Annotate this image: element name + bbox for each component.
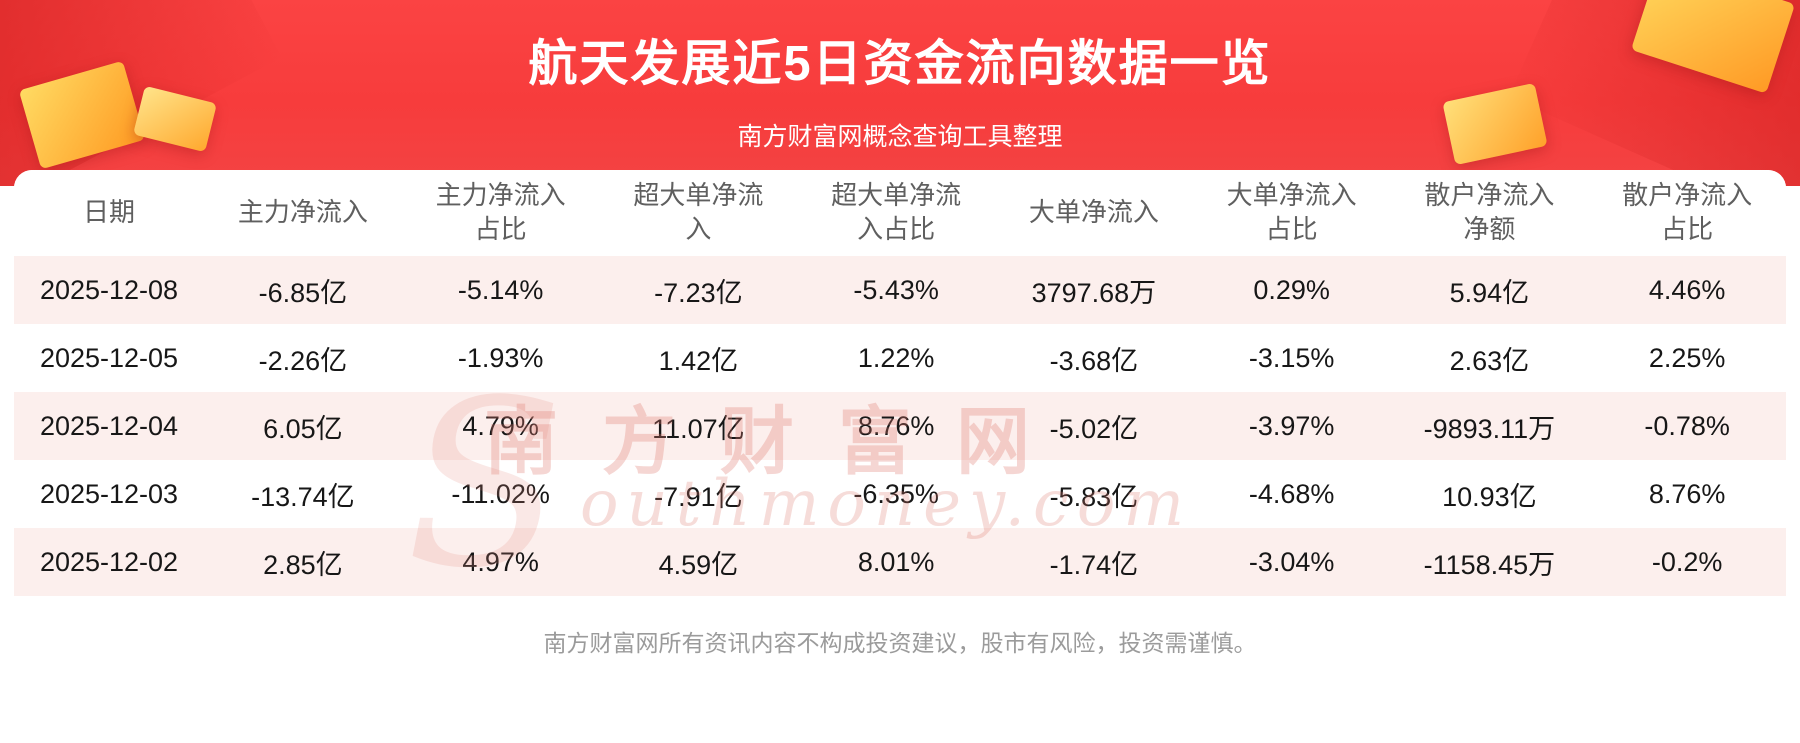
table-cell: 1.42亿	[658, 345, 739, 376]
table-cell: 6.05亿	[263, 413, 343, 444]
table-cell: -5.14%	[457, 274, 544, 305]
table-cell: 4.97%	[462, 546, 539, 577]
column-header-label: 散户净流入净额	[1424, 180, 1555, 244]
table-cell: -0.2%	[1651, 546, 1723, 577]
column-header-label: 超大单净流入	[633, 180, 764, 244]
table-cell: -1158.45万	[1423, 549, 1556, 580]
table-cell: -9893.11万	[1423, 413, 1556, 444]
table-cell: -13.74亿	[251, 481, 355, 512]
page-title: 航天发展近5日资金流向数据一览	[528, 37, 1272, 91]
table-cell: -7.23亿	[654, 277, 743, 308]
column-header-label: 主力净流入	[237, 197, 368, 228]
table-row: 2025-12-02 2.85亿 4.97% 4.59亿 8.01% -1.74…	[14, 528, 1786, 596]
table-cell: -4.68%	[1248, 478, 1335, 509]
table-cell: 1.22%	[857, 342, 935, 373]
column-header-xl-net: 超大单净流入	[600, 170, 798, 256]
table-cell: -1.74亿	[1049, 549, 1139, 580]
table-cell: -3.15%	[1248, 342, 1335, 373]
table-cell: 0.29%	[1253, 274, 1330, 305]
table-cell: 4.46%	[1648, 274, 1726, 305]
table-row: 2025-12-08 -6.85亿 -5.14% -7.23亿 -5.43% 3…	[14, 256, 1786, 324]
table-cell: -2.26亿	[258, 345, 348, 376]
table-cell: -3.97%	[1248, 410, 1335, 441]
table-cell: 8.76%	[1648, 478, 1726, 509]
column-header-retail-pct: 散户净流入占比	[1588, 170, 1786, 256]
table-cell: 2.63亿	[1449, 345, 1530, 376]
table-cell: 4.79%	[462, 410, 539, 441]
column-header-label: 大单净流入占比	[1226, 180, 1357, 244]
header-banner: 航天发展近5日资金流向数据一览 南方财富网概念查询工具整理	[0, 0, 1800, 186]
table-cell: -7.91亿	[654, 481, 743, 512]
table-cell: -5.43%	[853, 274, 939, 305]
table-cell: 11.07亿	[652, 413, 745, 444]
table-cell: 2.85亿	[263, 549, 343, 580]
fund-flow-table-card: 日期 主力净流入 主力净流入占比 超大单净流入 超大单净流入占比 大单净流入 大…	[14, 170, 1786, 596]
disclaimer-text: 南方财富网所有资讯内容不构成投资建议，股市有风险，投资需谨慎。	[543, 630, 1257, 656]
table-cell: -0.78%	[1644, 410, 1730, 441]
table-cell: 10.93亿	[1442, 481, 1537, 512]
table-cell: -3.04%	[1248, 546, 1335, 577]
column-header-label: 超大单净流入占比	[831, 180, 962, 244]
column-header-label: 主力净流入占比	[435, 180, 566, 244]
table-cell: 5.94亿	[1449, 277, 1530, 308]
table-cell: -5.83亿	[1049, 481, 1139, 512]
table-cell: 4.59亿	[658, 549, 739, 580]
date-cell: 2025-12-04	[39, 410, 179, 441]
column-header-main-pct: 主力净流入占比	[402, 170, 600, 256]
column-header-xl-pct: 超大单净流入占比	[797, 170, 995, 256]
column-header-large-pct: 大单净流入占比	[1193, 170, 1391, 256]
table-header-row: 日期 主力净流入 主力净流入占比 超大单净流入 超大单净流入占比 大单净流入 大…	[14, 170, 1786, 256]
table-cell: -6.85亿	[258, 277, 348, 308]
column-header-label: 散户净流入占比	[1622, 180, 1753, 244]
column-header-large-net: 大单净流入	[995, 170, 1193, 256]
date-cell: 2025-12-02	[39, 546, 179, 577]
table-cell: -6.35%	[853, 478, 939, 509]
table-row: 2025-12-03 -13.74亿 -11.02% -7.91亿 -6.35%…	[14, 460, 1786, 528]
table-cell: 8.76%	[857, 410, 935, 441]
date-cell: 2025-12-05	[39, 342, 179, 373]
table-row: 2025-12-04 6.05亿 4.79% 11.07亿 8.76% -5.0…	[14, 392, 1786, 460]
table-cell: -11.02%	[451, 478, 550, 509]
column-header-date: 日期	[14, 170, 204, 256]
date-cell: 2025-12-03	[39, 478, 179, 509]
table-cell: 2.25%	[1648, 342, 1726, 373]
table-cell: 3797.68万	[1031, 277, 1157, 308]
page-subtitle: 南方财富网概念查询工具整理	[737, 123, 1063, 151]
table-row: 2025-12-05 -2.26亿 -1.93% 1.42亿 1.22% -3.…	[14, 324, 1786, 392]
date-cell: 2025-12-08	[39, 274, 179, 305]
table-cell: -5.02亿	[1049, 413, 1139, 444]
column-header-label: 大单净流入	[1028, 197, 1159, 228]
table-cell: 8.01%	[857, 546, 935, 577]
column-header-retail-net: 散户净流入净额	[1391, 170, 1589, 256]
table-cell: -1.93%	[457, 342, 544, 373]
column-header-label: 日期	[82, 197, 135, 228]
table-cell: -3.68亿	[1049, 345, 1139, 376]
column-header-main-net: 主力净流入	[204, 170, 402, 256]
